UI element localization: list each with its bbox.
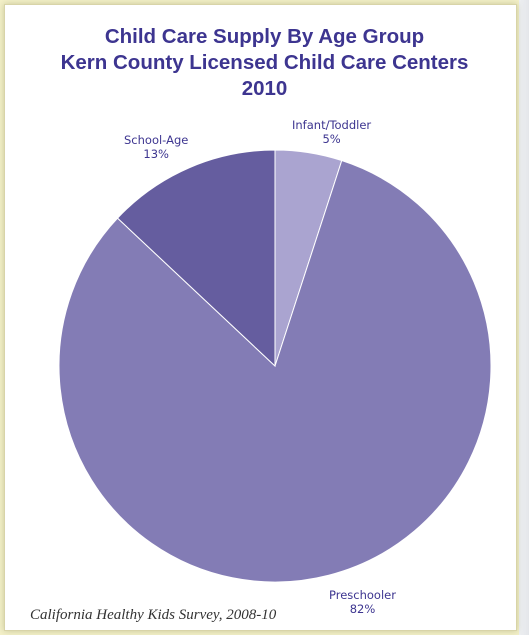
pie-slice-preschooler xyxy=(58,159,492,583)
slice-label-infant-toddler: Infant/Toddler 5% xyxy=(292,118,371,146)
chart-title: Child Care Supply By Age Group Kern Coun… xyxy=(0,24,529,102)
chart-title-line-2: Kern County Licensed Child Care Centers xyxy=(60,51,469,74)
pie-slices xyxy=(58,149,492,583)
slice-percent-infant-toddler: 5% xyxy=(322,132,341,146)
slice-percent-school-age: 13% xyxy=(143,147,169,161)
window-edge xyxy=(519,0,529,635)
source-note: California Healthy Kids Survey, 2008-10 xyxy=(30,607,277,623)
slice-percent-preschooler: 82% xyxy=(349,602,376,616)
slice-label-school-age: School-Age 13% xyxy=(124,133,188,161)
slice-name-infant-toddler: Infant/Toddler xyxy=(292,118,372,132)
pie-slice-school-age xyxy=(116,149,276,368)
slice-label-preschooler: Preschooler 82% xyxy=(329,588,396,616)
slice-name-preschooler: Preschooler xyxy=(329,588,396,602)
chart-title-line-1: Child Care Supply By Age Group xyxy=(104,25,425,48)
slice-name-school-age: School-Age xyxy=(124,133,189,147)
chart-title-line-3: 2010 xyxy=(241,77,288,100)
